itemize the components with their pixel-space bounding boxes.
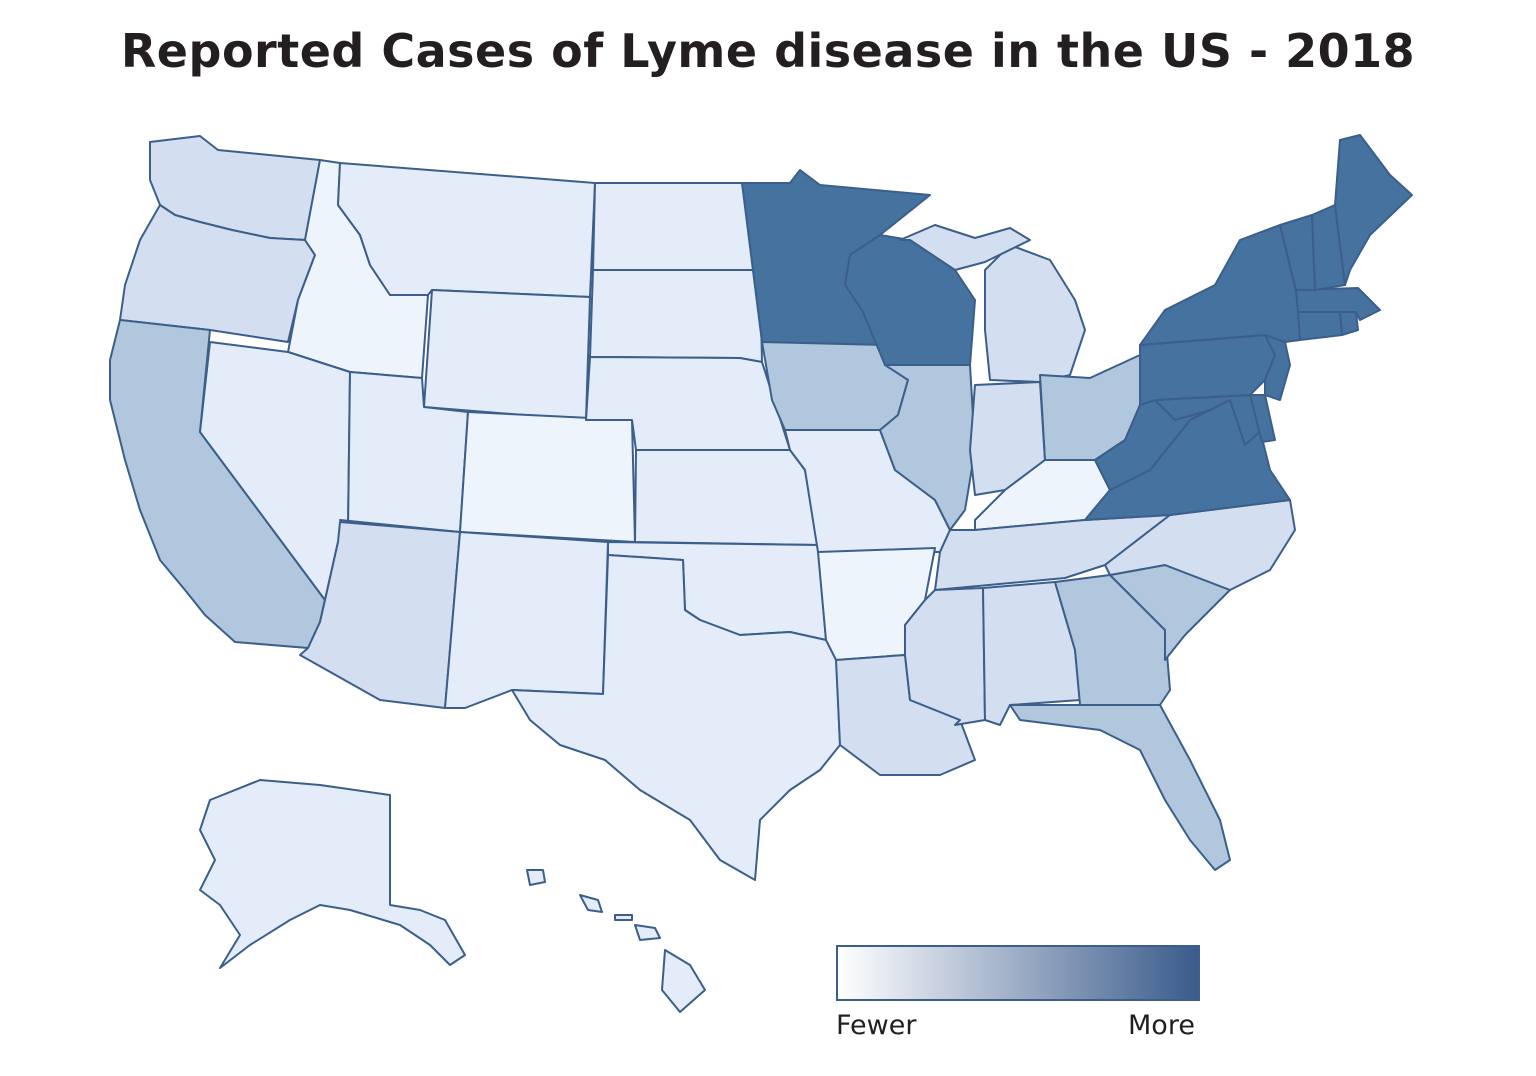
legend-gradient	[836, 945, 1200, 1001]
state-de	[1249, 394, 1276, 443]
state-hi-kauai	[526, 869, 546, 886]
state-ri	[1339, 311, 1359, 336]
legend-high-label: More	[1128, 1010, 1195, 1041]
state-me	[1334, 134, 1413, 286]
state-co	[459, 411, 636, 543]
state-mi-upper	[899, 224, 1031, 271]
state-hi-molokai	[614, 914, 633, 921]
state-ct	[1297, 311, 1343, 341]
state-nd	[592, 182, 761, 271]
state-hi-oahu	[579, 894, 603, 913]
state-wy	[423, 289, 591, 421]
state-mt	[337, 162, 596, 298]
state-nj	[1264, 334, 1291, 401]
state-ma	[1295, 287, 1381, 321]
state-ny	[1139, 224, 1301, 346]
state-sd	[589, 269, 763, 363]
legend-low-label: Fewer	[836, 1010, 917, 1041]
state-hi-big-island	[661, 949, 706, 1013]
state-hi-maui	[634, 924, 661, 941]
state-wi	[844, 234, 976, 366]
state-mi	[984, 244, 1086, 383]
state-fl	[1009, 704, 1231, 871]
state-nm	[444, 531, 609, 709]
state-ks	[634, 449, 819, 546]
map-title: Reported Cases of Lyme disease in the US…	[120, 24, 1416, 78]
state-tx	[511, 554, 841, 881]
state-ak	[199, 779, 466, 969]
